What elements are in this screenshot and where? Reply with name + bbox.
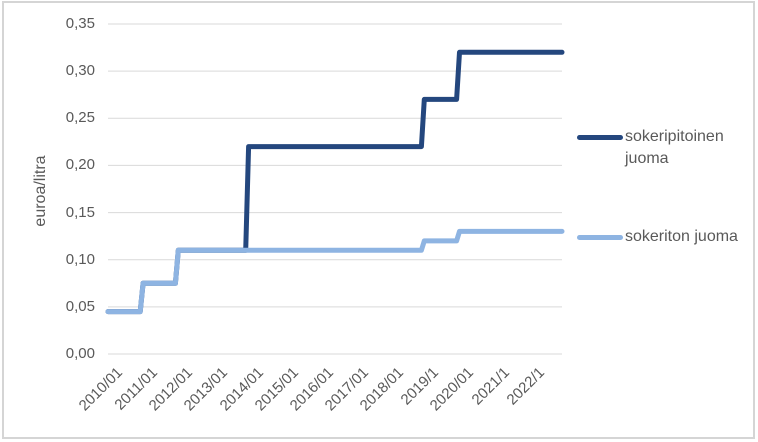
legend-entry-sokeriton: sokeriton juoma <box>577 226 745 248</box>
legend-label-sokeriton: sokeriton juoma <box>625 228 738 245</box>
legend-label-sokeripitoinen: sokeripitoinen juoma <box>625 128 724 167</box>
legend-line-swatch-dark-icon <box>577 135 623 140</box>
legend-line-swatch-light-icon <box>577 235 623 240</box>
legend-entry-sokeripitoinen: sokeripitoinen juoma <box>577 126 745 170</box>
y-axis-title: euroa/litra <box>32 155 49 227</box>
legend: sokeripitoinen juoma sokeriton juoma <box>577 0 753 442</box>
series-line-sokeriton <box>105 228 565 315</box>
